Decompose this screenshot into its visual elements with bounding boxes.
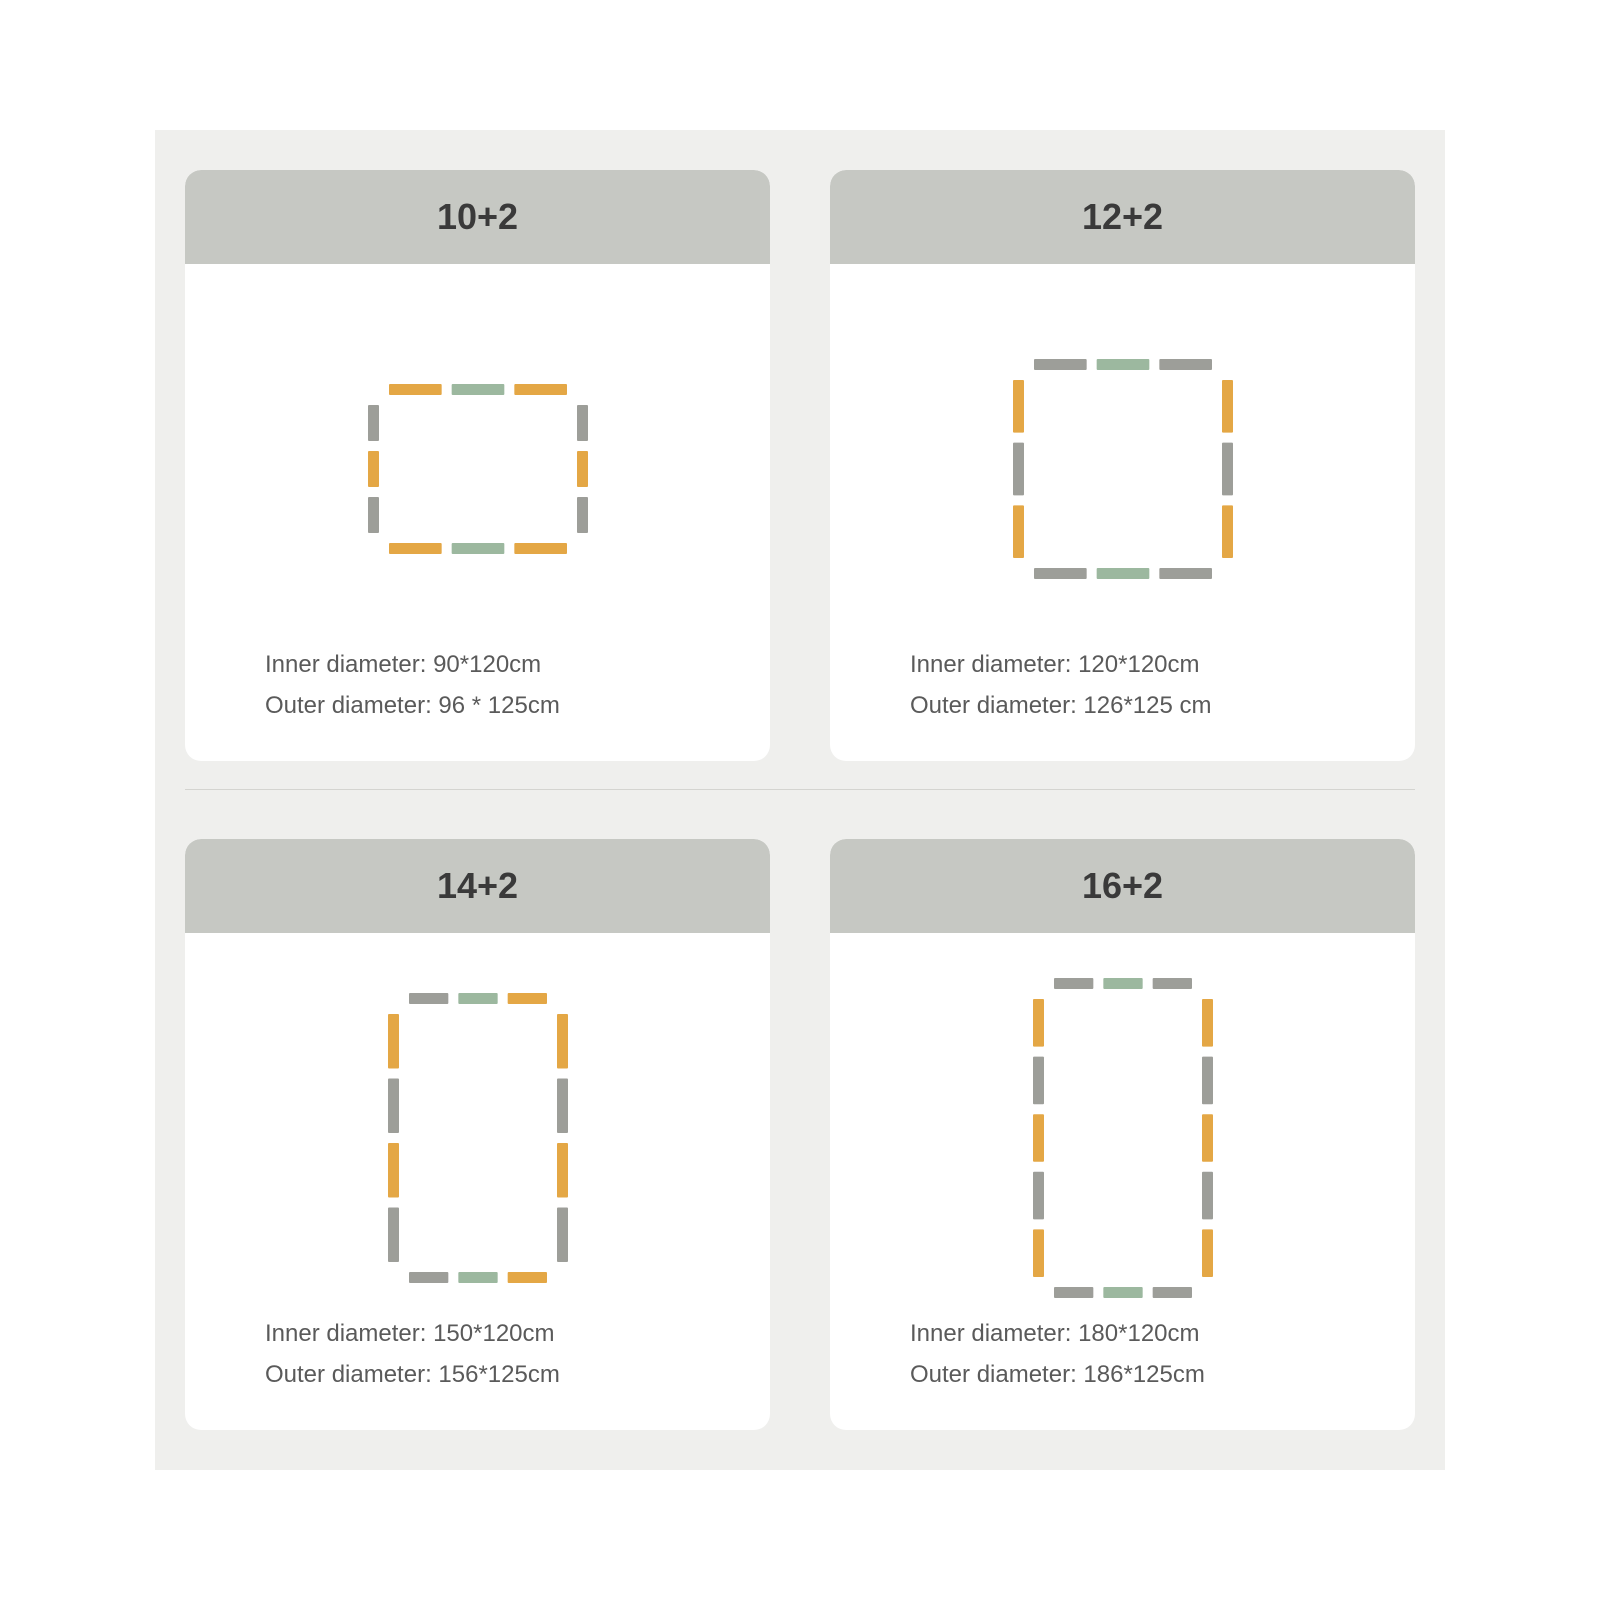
card-header: 14+2 [185,839,770,933]
card-title: 14+2 [185,865,770,907]
card-title: 10+2 [185,196,770,238]
spec-block: Inner diameter: 150*120cm Outer diameter… [205,1309,750,1400]
size-diagram [850,967,1395,1309]
inner-diameter-text: Inner diameter: 90*120cm [265,648,690,682]
inner-diameter-text: Inner diameter: 120*120cm [910,648,1335,682]
outer-diameter-text: Outer diameter: 186*125cm [910,1358,1335,1392]
card-header: 12+2 [830,170,1415,264]
card-header: 10+2 [185,170,770,264]
infographic-container: 10+2 Inner diameter: 90*120cm Outer diam… [155,130,1445,1470]
row-bottom: 14+2 Inner diameter: 150*120cm Outer dia… [185,839,1415,1430]
card-10-2: 10+2 Inner diameter: 90*120cm Outer diam… [185,170,770,761]
outer-diameter-text: Outer diameter: 126*125 cm [910,689,1335,723]
inner-diameter-text: Inner diameter: 150*120cm [265,1317,690,1351]
card-14-2: 14+2 Inner diameter: 150*120cm Outer dia… [185,839,770,1430]
spec-block: Inner diameter: 90*120cm Outer diameter:… [205,640,750,731]
spec-block: Inner diameter: 120*120cm Outer diameter… [850,640,1395,731]
card-header: 16+2 [830,839,1415,933]
size-diagram [205,967,750,1309]
row-divider [185,789,1415,790]
outer-diameter-text: Outer diameter: 156*125cm [265,1358,690,1392]
card-title: 16+2 [830,865,1415,907]
card-12-2: 12+2 Inner diameter: 120*120cm Outer dia… [830,170,1415,761]
size-diagram [850,298,1395,640]
card-16-2: 16+2 Inner diameter: 180*120cm Outer dia… [830,839,1415,1430]
row-top: 10+2 Inner diameter: 90*120cm Outer diam… [185,170,1415,761]
outer-diameter-text: Outer diameter: 96 * 125cm [265,689,690,723]
size-diagram [205,298,750,640]
spec-block: Inner diameter: 180*120cm Outer diameter… [850,1309,1395,1400]
card-body: Inner diameter: 90*120cm Outer diameter:… [185,264,770,761]
card-body: Inner diameter: 180*120cm Outer diameter… [830,933,1415,1430]
card-body: Inner diameter: 120*120cm Outer diameter… [830,264,1415,761]
inner-diameter-text: Inner diameter: 180*120cm [910,1317,1335,1351]
card-title: 12+2 [830,196,1415,238]
card-body: Inner diameter: 150*120cm Outer diameter… [185,933,770,1430]
